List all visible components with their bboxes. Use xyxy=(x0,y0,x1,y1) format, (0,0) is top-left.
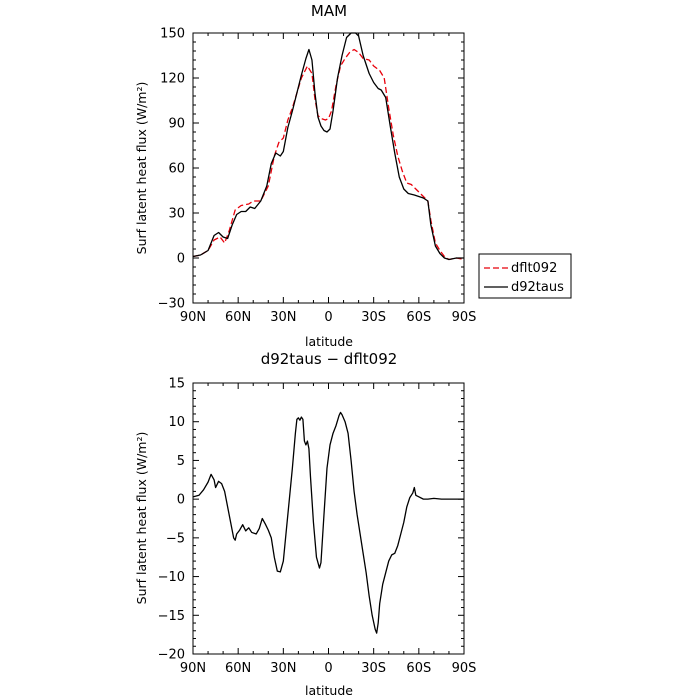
legend-label-d92taus: d92taus xyxy=(511,280,564,295)
top-ticks: 90N 60N 30N 0 30S 60S 90S −30 0 30 60 90 120 150 xyxy=(158,27,477,326)
top-plot-marks xyxy=(192,32,465,261)
top-x-tick-label: 60S xyxy=(406,310,431,325)
top-x-tick-label: 60N xyxy=(225,310,251,325)
bottom-plot-frame xyxy=(192,382,465,655)
bottom-chart-title: d92taus − dflt092 xyxy=(261,350,398,368)
top-x-tick-label: 0 xyxy=(324,310,332,325)
top-x-tick-label: 90N xyxy=(180,310,206,325)
bottom-x-tick-label: 60N xyxy=(225,661,251,676)
top-x-axis-label: latitude xyxy=(305,334,353,349)
legend: dflt092 d92taus xyxy=(478,253,572,299)
bottom-x-tick-label: 30S xyxy=(361,661,386,676)
top-y-tick-label: 30 xyxy=(168,207,185,222)
top-y-tick-label: 120 xyxy=(160,72,185,87)
bottom-panel: d92taus − dflt092 90N 60N 30N 0 30S 60S 90S −20… xyxy=(134,350,476,698)
bottom-y-tick-label: −20 xyxy=(158,648,185,663)
top-y-tick-label: 60 xyxy=(168,162,185,177)
bottom-y-tick-label: −5 xyxy=(166,531,185,546)
top-x-tick-label: 30N xyxy=(270,310,296,325)
top-x-tick-label: 30S xyxy=(361,310,386,325)
bottom-x-axis-label: latitude xyxy=(305,683,353,698)
legend-box xyxy=(478,253,572,299)
top-plot-frame xyxy=(192,32,465,304)
bottom-y-tick-label: 5 xyxy=(177,454,185,469)
bottom-ticks: 90N 60N 30N 0 30S 60S 90S −20 −15 −10 −5 0 5 10 15 xyxy=(158,377,477,677)
top-y-tick-label: 150 xyxy=(160,27,185,42)
bottom-x-tick-label: 0 xyxy=(324,661,332,676)
top-y-tick-label: 0 xyxy=(177,252,185,267)
bottom-x-tick-label: 90N xyxy=(180,661,206,676)
bottom-x-tick-label: 90S xyxy=(452,661,477,676)
bottom-y-tick-label: −10 xyxy=(158,570,185,585)
bottom-plot-marks xyxy=(192,411,464,634)
top-y-tick-label: 90 xyxy=(168,117,185,132)
top-series-line-dflt092 xyxy=(192,48,465,261)
top-y-axis-label: Surf latent heat flux (W/m²) xyxy=(134,82,149,255)
top-x-tick-label: 90S xyxy=(452,310,477,325)
top-y-tick-label: −30 xyxy=(158,297,185,312)
top-series-line-d92taus xyxy=(192,32,464,261)
bottom-x-tick-label: 30N xyxy=(270,661,296,676)
top-panel: MAM 90N 60N 30N 0 30S 60S 90S−300306090120150 … xyxy=(134,2,572,349)
legend-label-dflt092: dflt092 xyxy=(511,261,557,276)
bottom-y-tick-label: 10 xyxy=(168,415,185,430)
bottom-y-tick-label: 0 xyxy=(177,493,185,508)
bottom-x-tick-label: 60S xyxy=(406,661,431,676)
bottom-y-axis-label: Surf latent heat flux (W/m²) xyxy=(134,432,149,605)
top-chart-title: MAM xyxy=(311,2,347,20)
bottom-y-tick-label: −15 xyxy=(158,609,185,624)
bottom-y-tick-label: 15 xyxy=(168,377,185,392)
bottom-series-line-difference xyxy=(192,411,464,634)
